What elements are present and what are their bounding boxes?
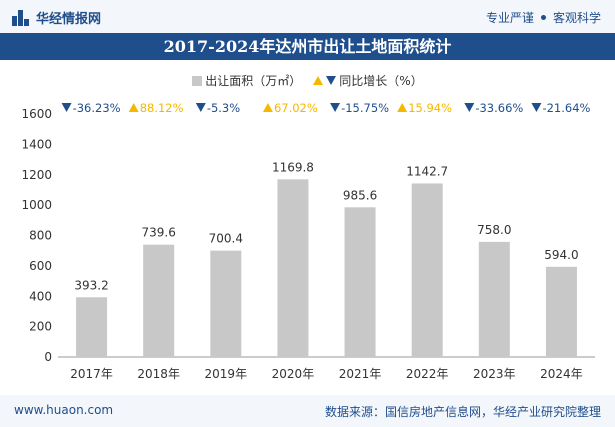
- bar: [76, 297, 108, 357]
- bar-chart: 0 200 400 600 800 1000 1200 1400 1600 393.2 2017年 -…: [21, 101, 595, 381]
- growth-up-icon: [262, 103, 273, 112]
- dot-icon: [540, 15, 546, 20]
- legend: 出让面积（万㎡） 同比增长（%）: [0, 72, 615, 89]
- data-label: 758.0: [477, 223, 511, 237]
- data-label: 739.6: [142, 226, 176, 240]
- top-bar: 华经情报网 专业严谨 客观科学: [0, 0, 615, 33]
- tagline-left: 专业严谨: [485, 11, 534, 25]
- y-tick-label: 1000: [21, 198, 52, 212]
- growth-label: -5.3%: [207, 101, 240, 115]
- growth-label: -21.64%: [542, 101, 590, 115]
- brand-name: 华经情报网: [36, 12, 102, 27]
- legend-item-growth: 同比增长（%）: [313, 72, 423, 89]
- bar: [210, 250, 242, 357]
- brand[interactable]: 华经情报网: [12, 8, 101, 27]
- x-tick-label: 2018年: [137, 367, 180, 381]
- x-tick-label: 2017年: [70, 367, 113, 381]
- triangle-down-icon: [326, 76, 337, 85]
- growth-label: 67.02%: [274, 101, 318, 115]
- x-tick-label: 2019年: [205, 367, 248, 381]
- bar: [143, 244, 175, 357]
- tagline-right: 客观科学: [552, 11, 601, 25]
- data-label: 700.4: [209, 232, 243, 246]
- y-tick-label: 200: [29, 320, 52, 334]
- growth-down-icon: [195, 103, 206, 112]
- data-label: 985.6: [343, 188, 377, 202]
- brand-logo-icon: [12, 9, 30, 26]
- y-tick-label: 1600: [21, 107, 52, 121]
- growth-down-icon: [330, 103, 341, 112]
- x-tick-label: 2020年: [272, 367, 315, 381]
- bar: [478, 241, 510, 357]
- bar-swatch-icon: [192, 75, 203, 86]
- chart-title: 2017-2024年达州市出让土地面积统计: [163, 37, 452, 56]
- data-label: 1169.8: [272, 160, 314, 174]
- data-label: 594.0: [544, 248, 578, 262]
- growth-down-icon: [464, 103, 475, 112]
- legend-item-series: 出让面积（万㎡）: [192, 72, 301, 89]
- x-tick-label: 2021年: [339, 367, 382, 381]
- legend-growth-label: 同比增长（%）: [339, 74, 423, 88]
- bar: [545, 266, 577, 357]
- x-tick-label: 2024年: [540, 367, 583, 381]
- growth-up-icon: [397, 103, 408, 112]
- y-tick-label: 1200: [21, 168, 52, 182]
- growth-label: -36.23%: [73, 101, 121, 115]
- y-tick-label: 0: [44, 350, 52, 364]
- x-tick-label: 2023年: [473, 367, 516, 381]
- growth-label: 88.12%: [140, 101, 184, 115]
- data-label: 1142.7: [406, 164, 448, 178]
- growth-down-icon: [531, 103, 542, 112]
- triangle-up-icon: [313, 76, 324, 85]
- y-tick-label: 600: [29, 259, 52, 273]
- y-tick-label: 800: [29, 229, 52, 243]
- y-tick-label: 400: [29, 289, 52, 303]
- bar: [277, 179, 309, 357]
- tagline: 专业严谨 客观科学: [486, 9, 601, 26]
- data-label: 393.2: [74, 278, 108, 292]
- y-tick-label: 1400: [21, 137, 52, 151]
- x-tick-label: 2022年: [406, 367, 449, 381]
- growth-label: -15.75%: [341, 101, 389, 115]
- growth-down-icon: [61, 103, 72, 112]
- growth-label: 15.94%: [408, 101, 452, 115]
- footer: www.huaon.com 数据来源：国信房地产信息网，华经产业研究院整理: [0, 395, 615, 427]
- bar: [344, 207, 376, 357]
- footer-website[interactable]: www.huaon.com: [14, 403, 114, 417]
- bar: [411, 183, 443, 357]
- growth-up-icon: [128, 103, 139, 112]
- title-bar: 2017-2024年达州市出让土地面积统计: [0, 33, 615, 60]
- growth-label: -33.66%: [475, 101, 523, 115]
- footer-source: 数据来源：国信房地产信息网，华经产业研究院整理: [324, 405, 601, 419]
- legend-series-label: 出让面积（万㎡）: [205, 74, 302, 88]
